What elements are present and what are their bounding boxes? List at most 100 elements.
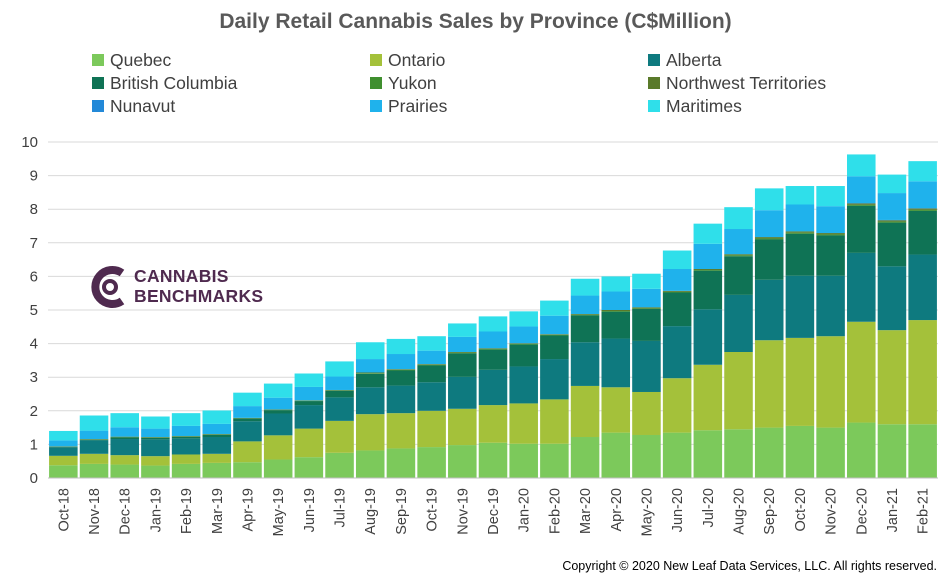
bar-segment xyxy=(570,315,600,343)
bar-segment xyxy=(294,428,324,458)
bar-segment xyxy=(478,369,508,406)
bar-segment xyxy=(754,237,784,239)
bar-segment xyxy=(601,310,631,312)
bar-segment xyxy=(877,220,907,222)
copyright-notice: Copyright © 2020 New Leaf Data Services,… xyxy=(562,559,937,573)
bar-segment xyxy=(785,232,815,234)
bar-segment xyxy=(570,342,600,386)
bar-segment xyxy=(355,342,385,360)
legend-swatch xyxy=(648,77,660,89)
bar-segment xyxy=(478,348,508,349)
bar-segment xyxy=(79,440,109,454)
bar-segment xyxy=(877,266,907,331)
bar-segment xyxy=(49,430,78,441)
y-tick-label: 10 xyxy=(21,134,38,151)
bar-segment xyxy=(355,372,385,374)
x-tick-label: Jul-19 xyxy=(333,488,349,528)
bar-segment xyxy=(386,354,416,370)
bar-segment xyxy=(601,311,631,339)
logo-text-line1: CANNABIS xyxy=(134,266,229,286)
cannabis-benchmarks-logo: CANNABIS BENCHMARKS xyxy=(88,262,278,312)
bar-segment xyxy=(509,344,538,367)
bar-segment xyxy=(693,309,723,365)
bar-segment xyxy=(171,454,201,464)
legend-item: Prairies xyxy=(370,95,447,117)
bar-segment xyxy=(785,275,815,338)
bar-segment xyxy=(754,340,784,428)
bar-segment xyxy=(662,269,692,291)
bar-segment xyxy=(540,443,569,478)
bar-segment xyxy=(386,369,416,371)
bar-segment xyxy=(141,428,170,438)
bar-segment xyxy=(816,336,845,428)
bar-segment xyxy=(632,288,661,308)
bar-segment xyxy=(816,206,845,234)
bar-segment xyxy=(417,410,446,448)
bar-segment xyxy=(877,193,907,220)
bar-segment xyxy=(662,432,692,478)
bar-segment xyxy=(448,445,477,478)
legend-swatch xyxy=(370,100,382,112)
bar-segment xyxy=(724,255,753,257)
bar-segment xyxy=(693,243,723,270)
bar-segment xyxy=(877,221,907,223)
y-tick-label: 8 xyxy=(30,201,38,218)
legend-label: British Columbia xyxy=(110,72,238,93)
bar-segment xyxy=(632,434,661,478)
bar-segment xyxy=(49,455,78,466)
bar-segment xyxy=(325,376,354,390)
bar-segment xyxy=(662,292,692,327)
x-tick-label: Oct-20 xyxy=(793,488,809,532)
bar-segment xyxy=(632,273,661,289)
bar-segment xyxy=(263,413,293,436)
x-tick-label: Sep-19 xyxy=(394,488,410,535)
x-tick-label: Feb-21 xyxy=(916,488,932,534)
bar-segment xyxy=(110,413,139,428)
bar-segment xyxy=(785,231,815,233)
bar-segment xyxy=(355,373,385,388)
bar-segment xyxy=(632,308,661,309)
bar-segment xyxy=(263,435,293,460)
bar-segment xyxy=(847,176,876,204)
bar-segment xyxy=(693,223,723,244)
bar-segment xyxy=(724,352,753,430)
bar-segment xyxy=(478,349,508,370)
legend-label: Prairies xyxy=(388,95,448,116)
bar-segment xyxy=(448,408,477,446)
bar-segment xyxy=(325,390,354,398)
bar-segment xyxy=(816,235,845,276)
bar-segment xyxy=(417,364,446,365)
bar-segment xyxy=(662,326,692,379)
bar-segment xyxy=(847,205,876,253)
bar-segment xyxy=(355,373,385,374)
bar-segment xyxy=(754,210,784,238)
bar-segment xyxy=(141,456,170,466)
bar-segment xyxy=(724,429,753,478)
bar-segment xyxy=(908,181,937,209)
bar-segment xyxy=(570,295,600,315)
bar-segment xyxy=(754,239,784,280)
x-tick-label: Mar-19 xyxy=(210,488,226,534)
bar-segment xyxy=(662,250,692,270)
bar-segment xyxy=(171,436,201,439)
bar-segment xyxy=(386,448,416,478)
logo-text-line2: BENCHMARKS xyxy=(134,286,264,306)
bar-segment xyxy=(816,186,845,207)
bar-segment xyxy=(662,291,692,293)
bar-segment xyxy=(202,410,232,424)
bar-segment xyxy=(816,234,845,236)
bar-segment xyxy=(785,233,815,276)
bar-segment xyxy=(632,391,661,435)
bar-segment xyxy=(386,369,416,370)
bar-segment xyxy=(601,387,631,433)
y-tick-label: 2 xyxy=(30,403,38,420)
bar-segment xyxy=(448,353,477,377)
bar-segment xyxy=(847,204,876,206)
bar-segment xyxy=(754,188,784,211)
bar-segment xyxy=(509,366,538,404)
legend-swatch xyxy=(92,100,104,112)
bar-segment xyxy=(294,405,324,429)
legend-swatch xyxy=(370,77,382,89)
x-tick-label: Feb-20 xyxy=(547,488,563,534)
y-tick-label: 6 xyxy=(30,268,38,285)
